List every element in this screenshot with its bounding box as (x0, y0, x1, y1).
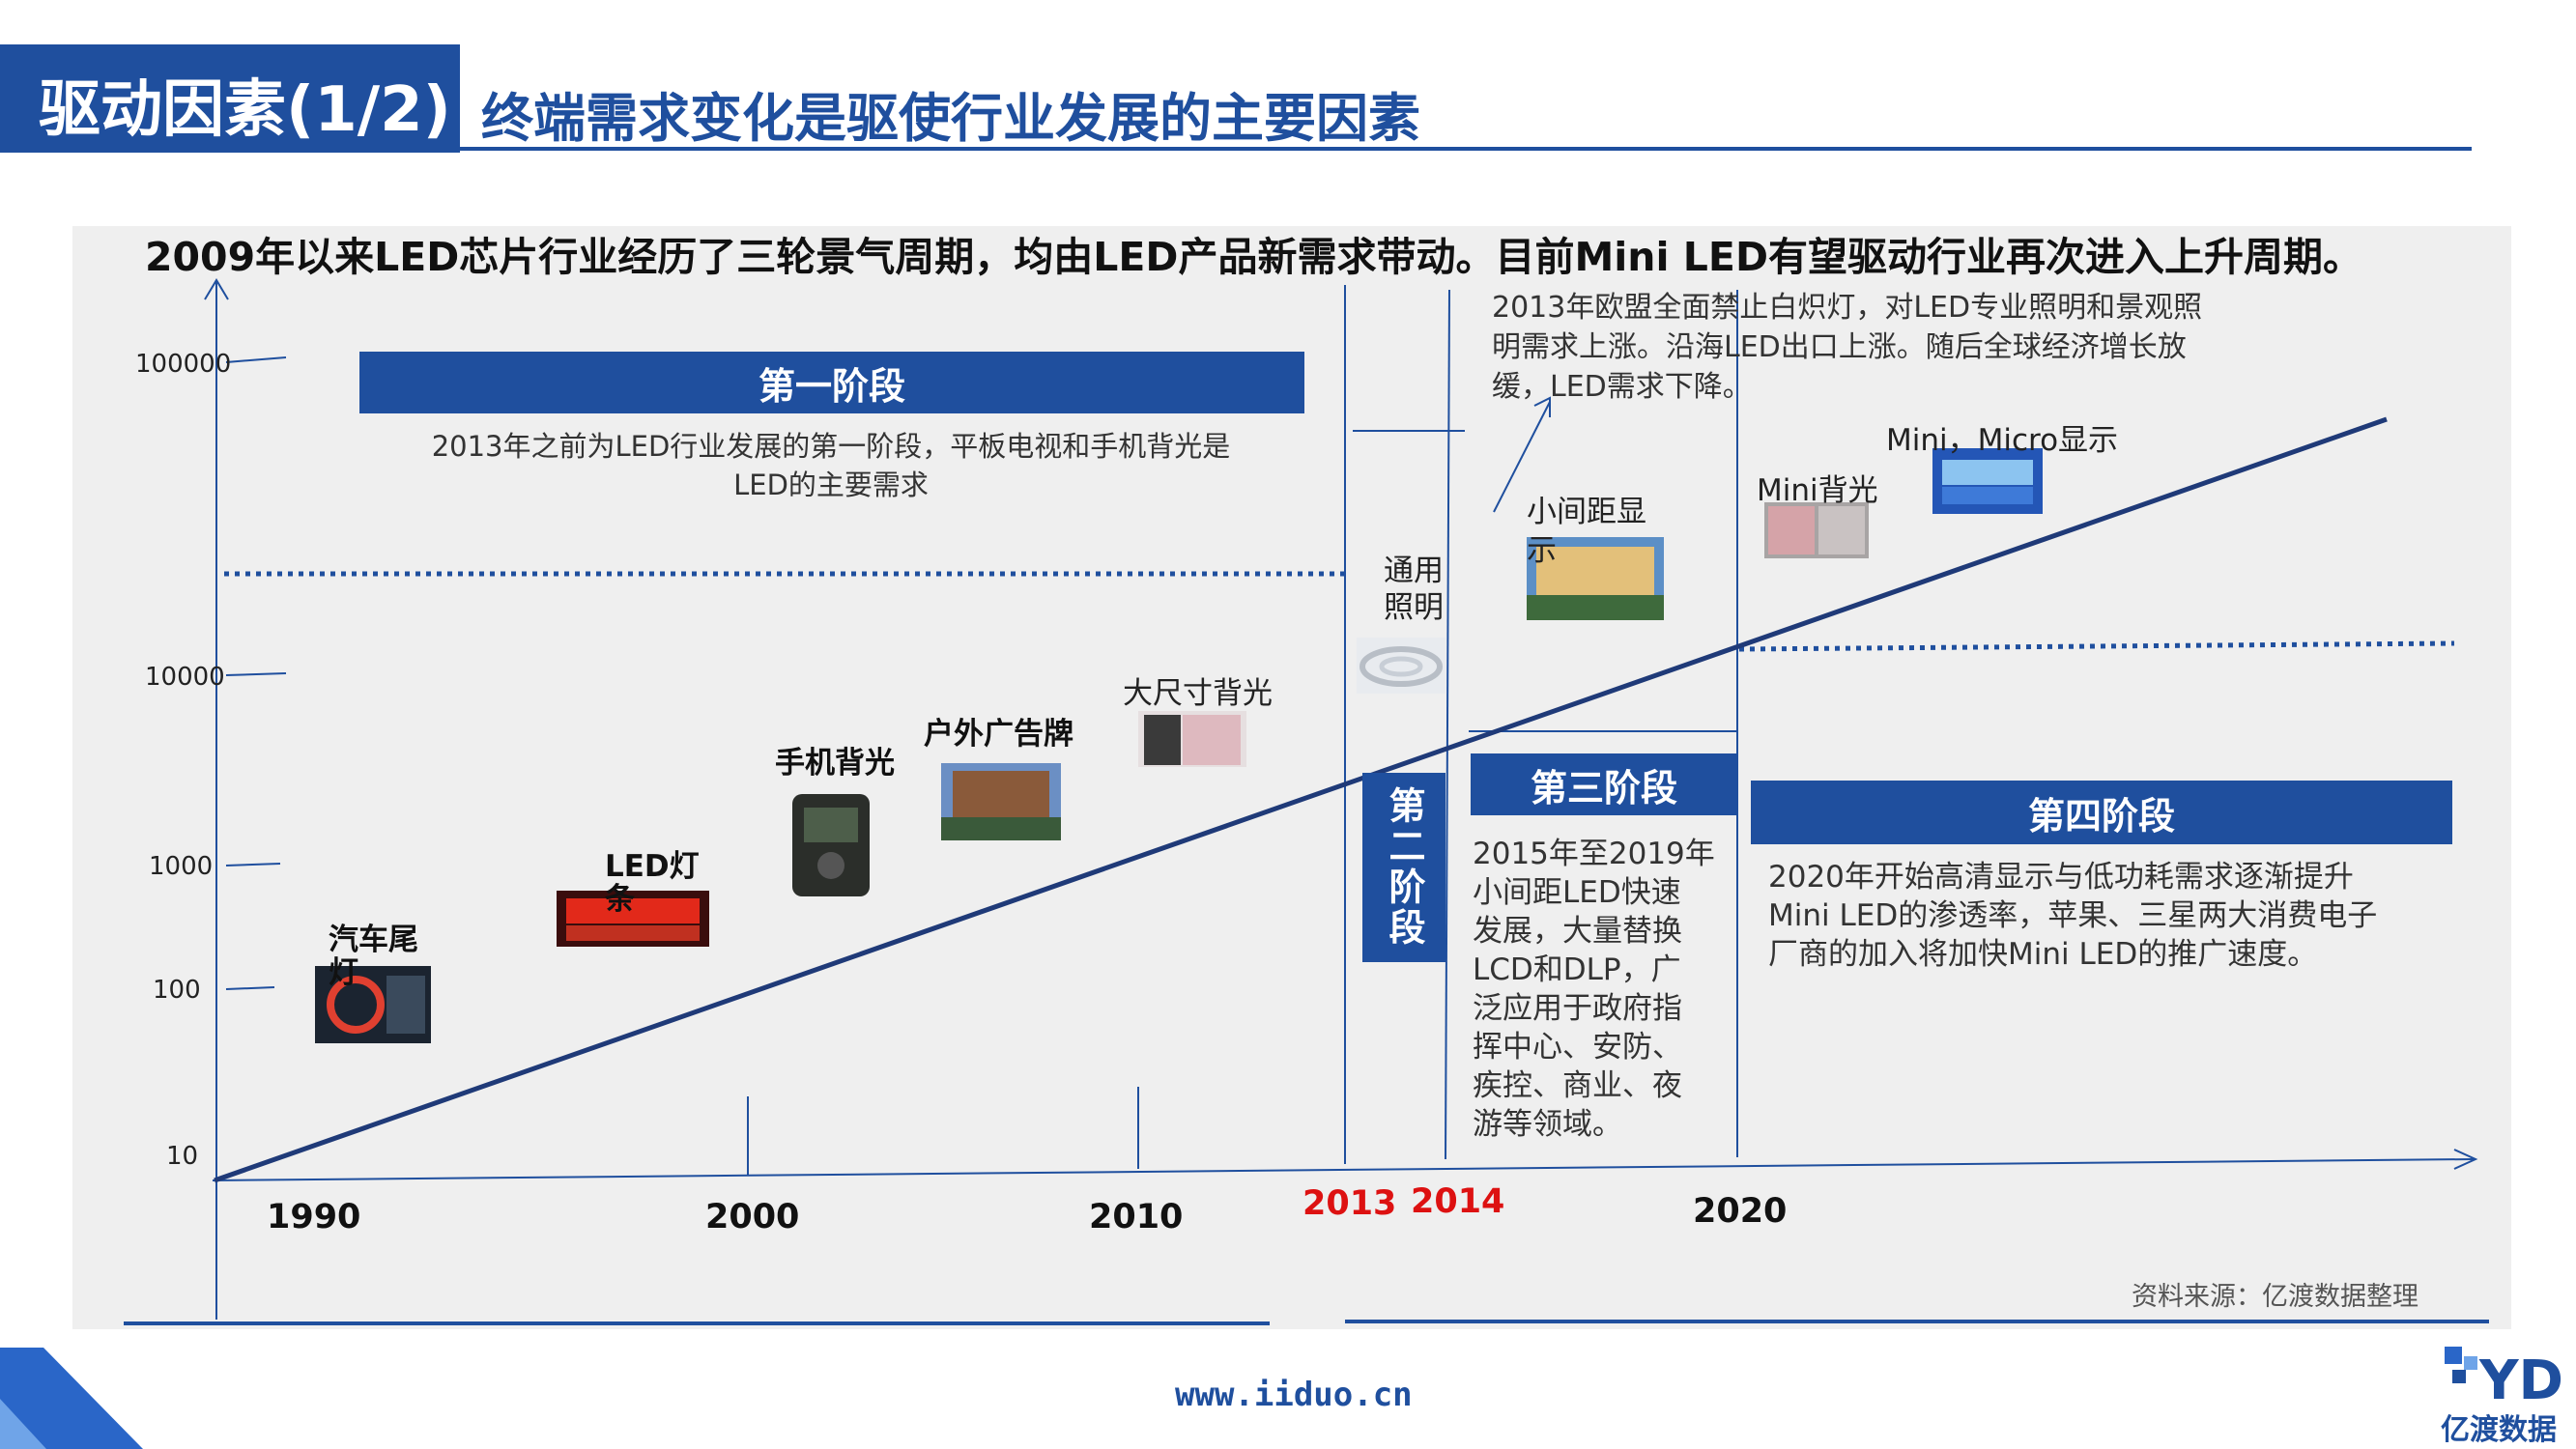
headline: 2009年以来LED芯片行业经历了三轮景气周期，均由LED产品新需求带动。目前M… (145, 234, 2362, 280)
stage-3-bar: 第三阶段 (1471, 753, 1737, 815)
svg-text:YD: YD (2478, 1350, 2563, 1412)
corner-stripe-light (0, 1399, 46, 1449)
label-phone-backlight: 手机背光 (775, 746, 895, 781)
x-axis (212, 1158, 2475, 1181)
stage-4-description: 2020年开始高清显示与低功耗需求逐渐提升 Mini LED的渗透率，苹果、三星… (1768, 858, 2464, 974)
stage-1-description: 2013年之前为LED行业发展的第一阶段，平板电视和手机背光是 LED的主要需求 (367, 427, 1295, 504)
page-title: 终端需求变化是驱使行业发展的主要因素 (481, 88, 1420, 149)
label-mini-backlight: Mini背光 (1757, 473, 1878, 508)
billboard-image (941, 763, 1061, 840)
mini-micro-display-image (1932, 448, 2043, 514)
small-pitch-image (1527, 537, 1664, 620)
stage-3-description-line: LCD和DLP，广 (1473, 952, 1681, 987)
stage-3-description-line: 挥中心、安防、 (1473, 1030, 1682, 1065)
x-tick-label: 2010 (1089, 1198, 1184, 1236)
y-tick-label: 100000 (135, 350, 232, 379)
label-small-pitch: 小间距显示 (1527, 495, 1646, 568)
large-backlight-image (1138, 711, 1246, 767)
y-tick-mark (225, 863, 281, 867)
threshold-dotted-2 (1738, 640, 2455, 652)
stage-2-bar: 第二阶段 (1362, 773, 1445, 962)
stage-divider-2014 (1445, 289, 1450, 1160)
stage-3-description-line: 游等领域。 (1473, 1107, 1622, 1142)
trend-line (214, 416, 2388, 1183)
y-tick-label: 10000 (145, 663, 225, 692)
stage-4-description-line: 2020年开始高清显示与低功耗需求逐渐提升 (1768, 860, 2354, 895)
stage-4-description-line: 厂商的加入将加快Mini LED的推广速度。 (1768, 937, 2318, 972)
x-tick-label: 1990 (267, 1198, 361, 1236)
source-note: 资料来源：亿渡数据整理 (2132, 1282, 2419, 1312)
y-tick-mark (225, 672, 287, 676)
general-lighting-image (1357, 638, 1445, 694)
led-strip-image (557, 891, 709, 947)
stage-3-description-line: 2015年至2019年 (1473, 837, 1715, 871)
eu-ban-note-line: 2013年欧盟全面禁止白炽灯，对LED专业照明和景观照 (1492, 291, 2203, 325)
company-logo-mark: YD (2445, 1347, 2563, 1412)
eu-ban-note: 2013年欧盟全面禁止白炽灯，对LED专业照明和景观照 明需求上涨。沿海LED出… (1492, 288, 2294, 407)
label-tail-light: 汽车尾灯 (329, 923, 418, 990)
label-large-backlight: 大尺寸背光 (1123, 676, 1273, 711)
stage-3-description-line: 疾控、商业、夜 (1473, 1068, 1682, 1103)
x-tick-label: 2000 (705, 1198, 800, 1236)
y-tick-mark (225, 356, 287, 363)
corner-stripe (0, 1348, 143, 1449)
y-tick-label: 100 (153, 976, 201, 1005)
title-tag-block (0, 44, 460, 153)
stage-4-description-line: Mini LED的渗透率，苹果、三星两大消费电子 (1768, 898, 2378, 933)
company-logo-text: 亿渡数据 (2441, 1413, 2557, 1447)
tail-light-image (315, 966, 431, 1043)
eu-ban-note-line: 缓，LED需求下降。 (1492, 370, 1752, 404)
label-outdoor-billboard: 户外广告牌 (924, 717, 1073, 752)
stage-3-description-line: 小间距LED快速 (1473, 875, 1681, 910)
label-led-strip: LED灯条 (605, 849, 700, 917)
x-axis-arrow (2453, 1149, 2478, 1170)
stage-3-description-line: 发展，大量替换 (1473, 914, 1682, 949)
x-tick-label-highlight: 2014 (1411, 1182, 1505, 1221)
note-arrow (1493, 401, 1551, 513)
section-tag: 驱动因素(1/2) (39, 74, 451, 146)
mini-backlight-image (1764, 502, 1869, 558)
stage-4-bar: 第四阶段 (1751, 781, 2452, 844)
header-rule (460, 147, 2472, 151)
y-tick-label: 1000 (149, 852, 214, 881)
label-mini-micro-display: Mini，Micro显示 (1886, 423, 2119, 458)
x-tick-label-highlight: 2013 (1302, 1184, 1397, 1223)
y-tick-label: 10 (166, 1142, 199, 1171)
eu-ban-note-line: 明需求上涨。沿海LED出口上涨。随后全球经济增长放 (1492, 330, 2187, 364)
note-arrowhead (1533, 396, 1551, 417)
stage-3-description-line: 泛应用于政府指 (1473, 991, 1682, 1026)
x-tick-label: 2020 (1693, 1192, 1788, 1231)
stage-1-description-line: LED的主要需求 (733, 469, 929, 501)
footer-url[interactable]: www.iiduo.cn (1175, 1376, 1413, 1414)
label-general-lighting: 通用照明 (1384, 554, 1444, 625)
stage-1-description-line: 2013年之前为LED行业发展的第一阶段，平板电视和手机背光是 (431, 430, 1231, 463)
y-axis-arrow (204, 278, 229, 300)
y-tick-mark (225, 986, 275, 990)
stage-1-bar: 第一阶段 (359, 352, 1304, 413)
stage-3-description: 2015年至2019年 小间距LED快速 发展，大量替换 LCD和DLP，广 泛… (1473, 835, 1733, 1144)
phone-image (792, 794, 870, 896)
